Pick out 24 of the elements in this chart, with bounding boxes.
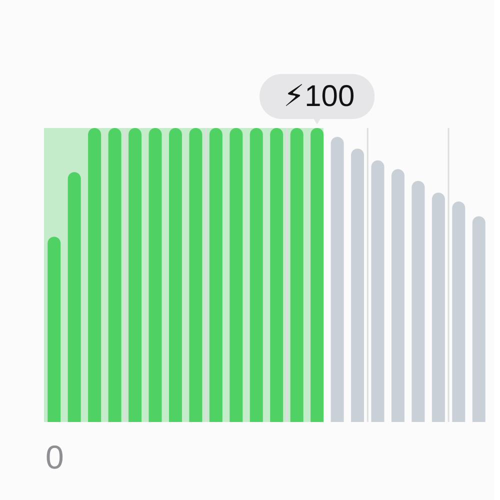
bar — [48, 236, 61, 422]
bar — [351, 148, 364, 422]
bar — [391, 169, 404, 422]
bar — [108, 128, 122, 422]
bar — [412, 180, 425, 422]
bar — [128, 128, 142, 422]
bar — [68, 172, 81, 422]
data-label: ⚡100 — [284, 80, 355, 113]
bar — [209, 128, 222, 422]
bar — [189, 128, 202, 422]
bar — [168, 128, 182, 422]
bar — [371, 160, 384, 422]
bar — [330, 136, 344, 422]
bar — [290, 128, 304, 422]
bar — [310, 128, 324, 422]
x-tick-label: 0 — [45, 438, 64, 476]
bar — [88, 128, 102, 422]
bar — [270, 128, 284, 422]
bar — [148, 128, 162, 422]
bar — [472, 216, 486, 422]
bar — [230, 128, 243, 422]
bar — [250, 128, 263, 422]
bar — [452, 202, 466, 422]
bar — [432, 192, 445, 422]
